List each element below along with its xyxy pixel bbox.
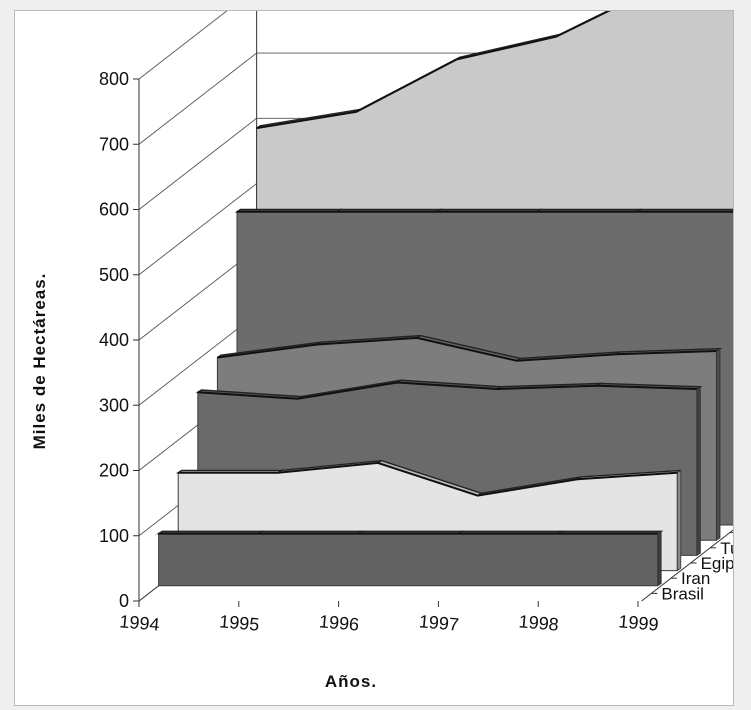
- series-brasil-slab: [156, 530, 664, 587]
- y-tick-label-0: 0: [119, 591, 129, 611]
- series-iran-line: [178, 461, 678, 497]
- y-tick-label-8: 800: [99, 69, 129, 89]
- y-tick-label-1: 100: [99, 526, 129, 546]
- series-label-brasil: Brasil: [661, 584, 704, 603]
- y-tick-label-3: 300: [99, 395, 129, 415]
- series-turquia-line: [217, 336, 717, 362]
- x-tick-label-2: 1996: [318, 611, 360, 634]
- y-tick-label-5: 500: [99, 265, 129, 285]
- series-iran-side: [676, 469, 682, 572]
- series-egipto-side: [696, 385, 701, 557]
- y-tick-label-6: 600: [99, 200, 129, 220]
- chart-container: ChinaIndiaTurquíaEgiptoIranBrasil0100200…: [14, 0, 751, 706]
- x-tick-label-4: 1998: [518, 611, 560, 634]
- series-turquia-side: [716, 347, 721, 541]
- y-tick-label-7: 700: [99, 134, 129, 154]
- chart-series: [156, 0, 751, 587]
- series-label-iran: Iran: [681, 569, 710, 588]
- series-egipto-line: [197, 381, 697, 400]
- x-tick-label-1: 1995: [219, 611, 261, 634]
- x-tick-label-0: 1994: [119, 611, 161, 634]
- y-axis-title: Miles de Hectáreas.: [30, 273, 49, 450]
- x-tick-label-3: 1997: [418, 611, 460, 634]
- x-tick-label-5: 1999: [618, 611, 660, 634]
- y-tick-label-2: 200: [99, 461, 129, 481]
- wall-outline: [138, 0, 242, 80]
- x-axis-title: Años.: [325, 672, 377, 691]
- series-brasil-side: [657, 530, 662, 587]
- series-brasil-area: [158, 533, 659, 587]
- y-tick-label-4: 400: [99, 330, 129, 350]
- series-china-line: [256, 0, 634, 130]
- chart-svg: ChinaIndiaTurquíaEgiptoIranBrasil0100200…: [30, 0, 751, 691]
